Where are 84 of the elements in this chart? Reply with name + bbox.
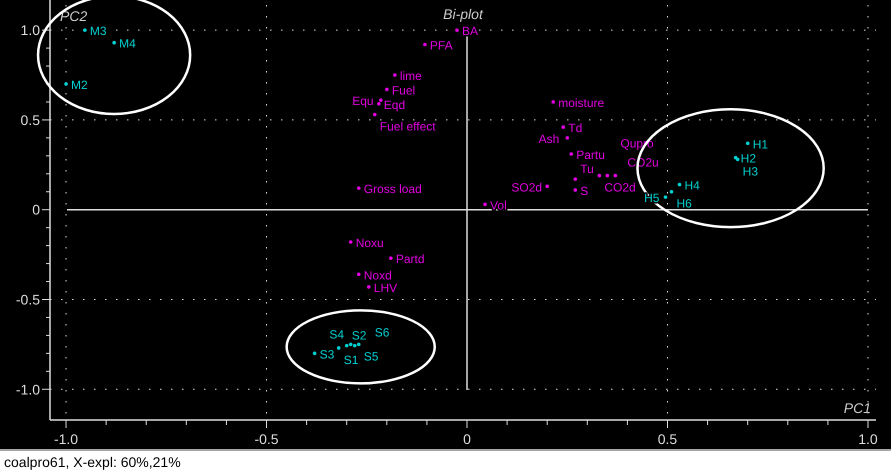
- point: [356, 272, 361, 276]
- point: [746, 141, 750, 146]
- data-label: Partu: [576, 148, 605, 162]
- data-label: Noxd: [364, 268, 392, 282]
- point: [348, 240, 353, 244]
- point: [385, 88, 389, 92]
- point: [376, 102, 381, 106]
- point: [614, 174, 618, 178]
- data-label: PFA: [430, 38, 453, 53]
- point: [336, 346, 340, 350]
- x-axis-title: PC1: [844, 400, 871, 416]
- point: [664, 195, 668, 199]
- x-tick-label: 1.0: [858, 431, 878, 447]
- data-label: S2: [352, 328, 367, 343]
- point: [356, 342, 361, 346]
- point: [483, 202, 487, 206]
- point: [573, 188, 578, 192]
- data-label: Partd: [396, 252, 425, 266]
- point: [344, 344, 349, 348]
- data-label: M2: [71, 78, 88, 92]
- data-label: Fuel: [392, 83, 416, 98]
- point: [112, 40, 116, 45]
- data-label: Fuel effect: [380, 120, 436, 134]
- point: [678, 182, 682, 186]
- data-label: Eqd: [384, 98, 406, 112]
- y-tick-label: -1.0: [16, 381, 40, 398]
- data-label: H3: [742, 164, 758, 178]
- data-label: moisture: [558, 96, 605, 110]
- point: [389, 256, 393, 260]
- point: [379, 98, 383, 102]
- data-label: lime: [400, 69, 422, 84]
- y-tick-label: -0.5: [16, 291, 40, 308]
- text: coalpro61, X-expl: 60%,21%: [4, 454, 181, 470]
- point: [606, 174, 610, 178]
- data-label: Noxu: [356, 236, 384, 250]
- point: [356, 186, 361, 190]
- data-label: Td: [568, 121, 582, 136]
- data-label: SO2d: [511, 180, 542, 194]
- y-tick-label: 0: [32, 202, 40, 218]
- data-label: S4: [329, 327, 344, 342]
- chart-title: Bi-plot: [443, 6, 484, 22]
- data-label: Ash: [538, 132, 560, 146]
- point: [569, 152, 574, 156]
- point: [598, 174, 602, 178]
- point: [312, 352, 316, 356]
- point: [551, 100, 556, 104]
- x-tick-label: 0.5: [658, 431, 678, 447]
- point: [372, 112, 377, 116]
- data-label: M4: [119, 36, 136, 51]
- data-label: S5: [364, 349, 379, 364]
- data-label: S1: [344, 352, 359, 367]
- data-label: S: [580, 184, 588, 198]
- point: [565, 136, 570, 140]
- point: [348, 342, 353, 346]
- point: [64, 82, 68, 86]
- point: [670, 190, 674, 194]
- data-label: H4: [684, 178, 700, 193]
- point: [366, 285, 371, 289]
- x-tick-label: -0.5: [254, 431, 279, 447]
- data-label: Vol: [490, 198, 507, 212]
- y-axis-title: PC2: [60, 8, 88, 24]
- data-label: S3: [320, 347, 335, 362]
- data-label: LHV: [374, 280, 398, 295]
- point: [352, 344, 357, 348]
- x-tick-label: -1.0: [54, 431, 78, 447]
- data-label: H6: [676, 196, 692, 211]
- y-tick-label: 0.5: [20, 112, 40, 128]
- data-label: H1: [752, 137, 768, 152]
- point: [455, 28, 459, 32]
- y-tick-label: 1.0: [20, 22, 40, 38]
- point: [561, 125, 566, 129]
- point: [545, 184, 550, 188]
- data-label: Gross load: [364, 182, 422, 196]
- data-label: Equ: [352, 94, 374, 108]
- data-label: CO2d: [604, 180, 636, 195]
- point: [423, 42, 427, 46]
- data-label: H2: [740, 152, 756, 166]
- point: [573, 177, 578, 181]
- point: [393, 73, 397, 77]
- data-label: S6: [374, 326, 390, 340]
- data-label: Tu: [580, 162, 594, 176]
- x-tick-label: 0: [463, 431, 472, 447]
- data-label: M3: [90, 24, 107, 38]
- point: [83, 28, 87, 32]
